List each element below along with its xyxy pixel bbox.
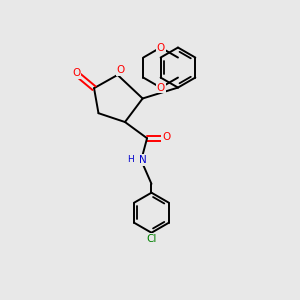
Text: O: O: [157, 82, 165, 93]
Text: O: O: [162, 132, 170, 142]
Text: N: N: [139, 155, 146, 165]
Text: H: H: [127, 155, 134, 164]
Text: O: O: [72, 68, 80, 78]
Text: O: O: [157, 43, 165, 52]
Text: Cl: Cl: [146, 234, 157, 244]
Text: O: O: [116, 65, 125, 76]
